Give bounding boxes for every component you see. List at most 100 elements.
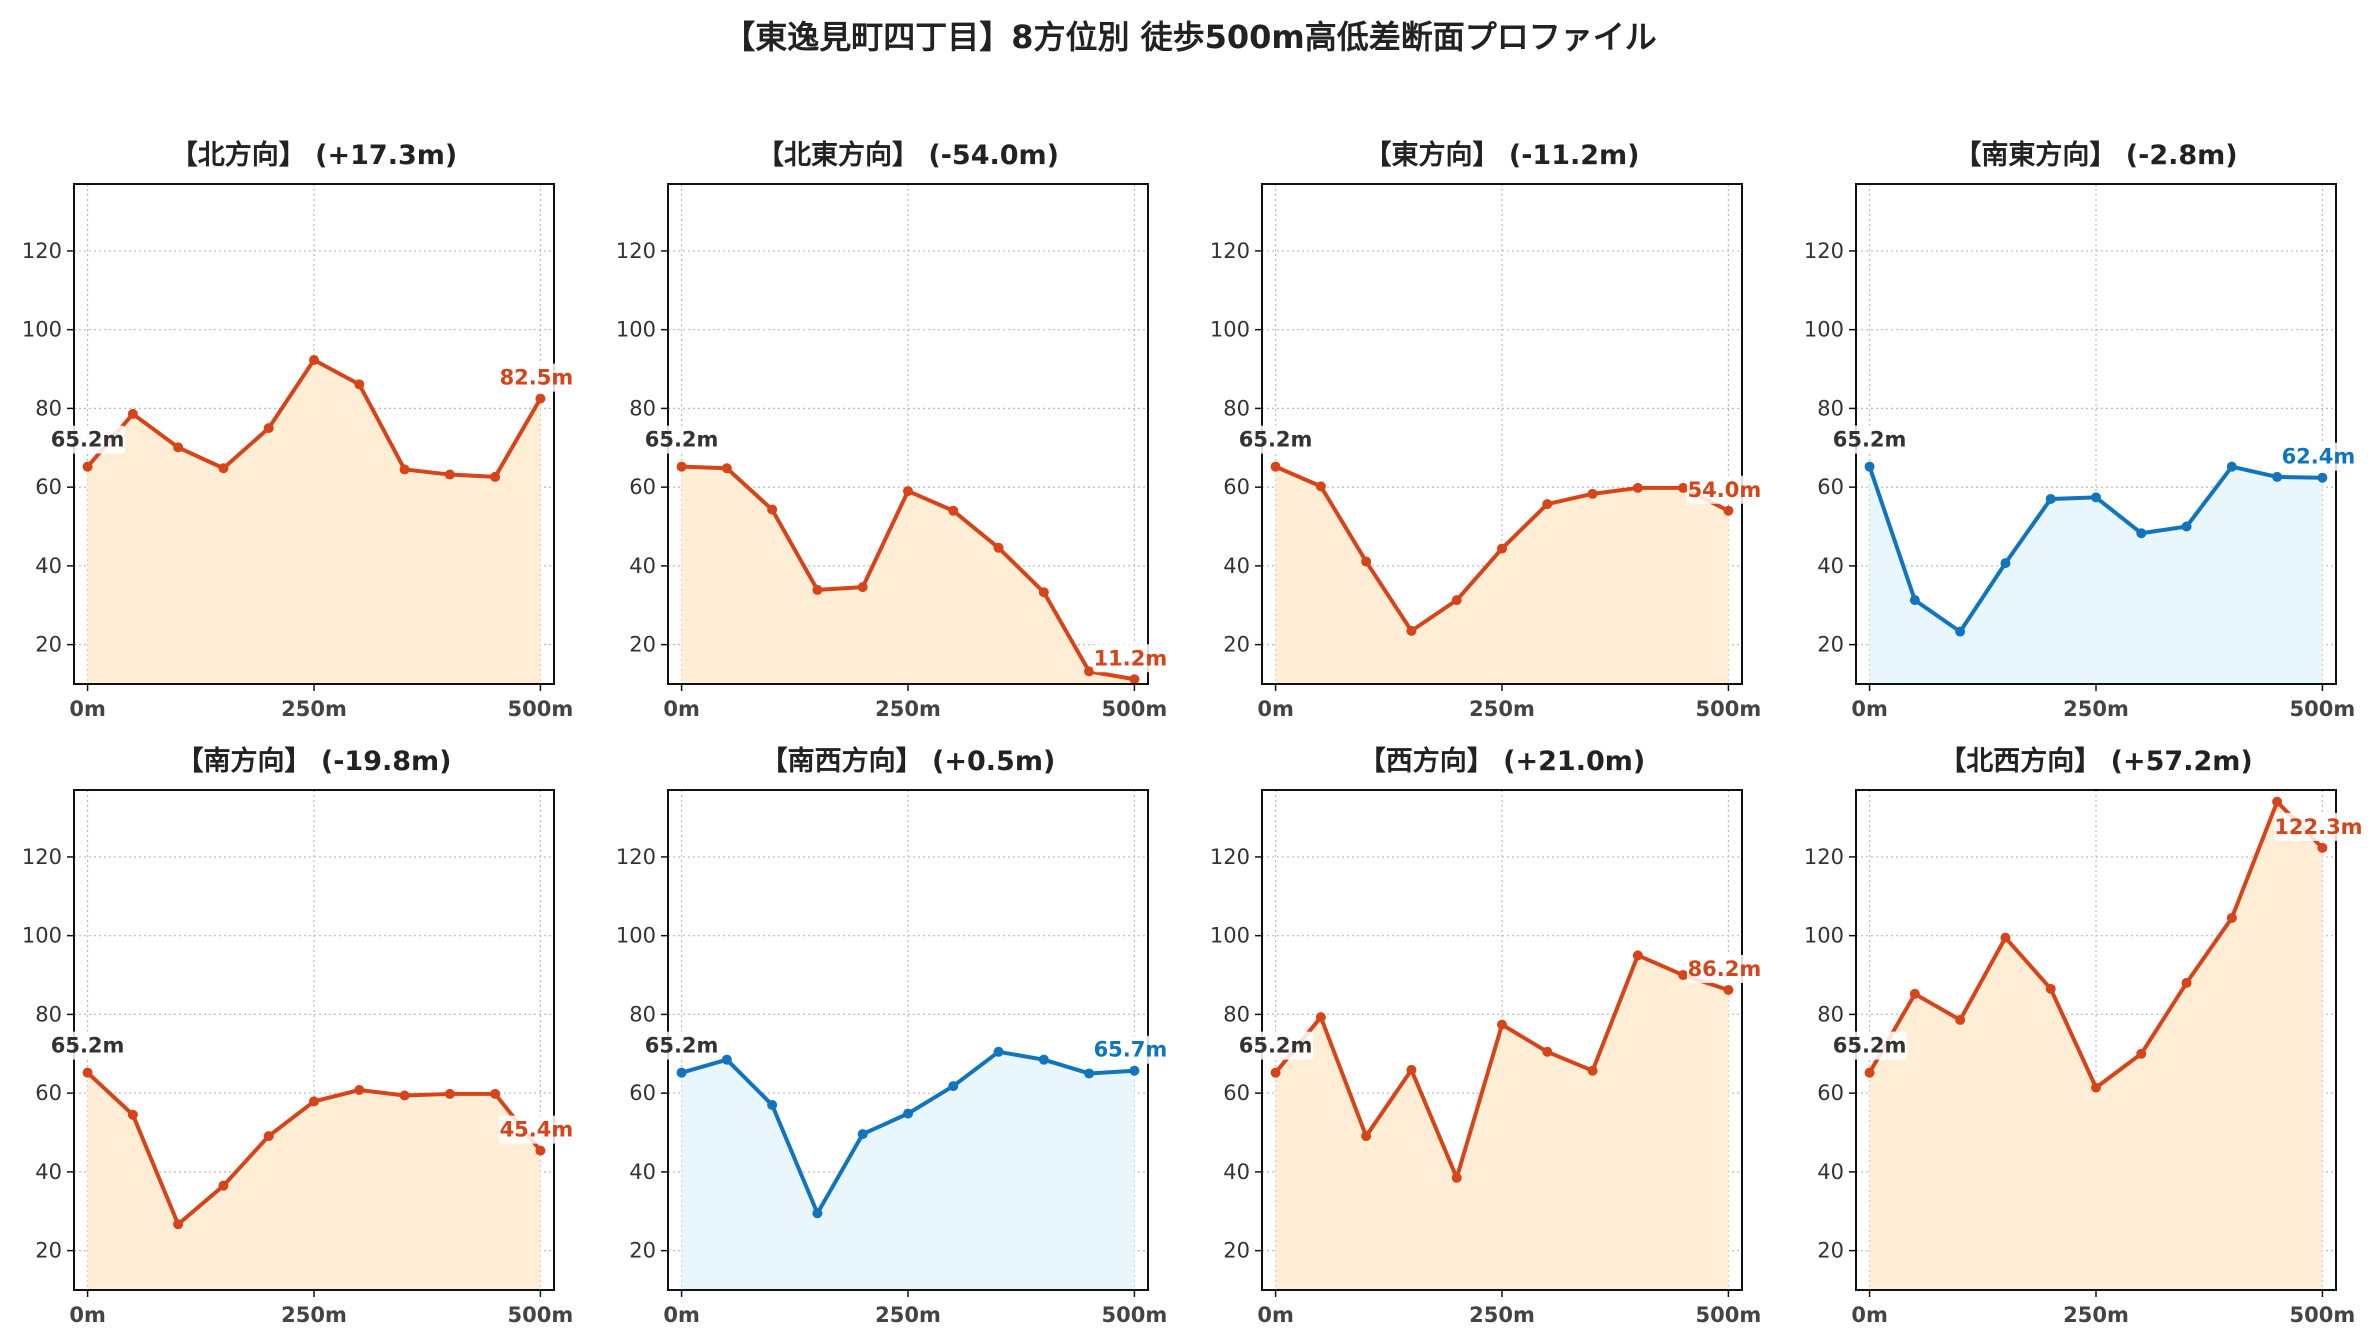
y-tick-label: 120 (616, 239, 656, 263)
x-tick-label: 250m (875, 697, 941, 721)
start-label-bg (1832, 425, 1908, 454)
data-point (1542, 499, 1553, 510)
figure-title: 【東逸見町四丁目】8方位別 徒歩500m高低差断面プロファイル (723, 18, 1657, 56)
end-label: 82.5m (500, 366, 574, 390)
start-label: 65.2m (645, 1034, 719, 1058)
x-tick-label: 500m (2290, 1303, 2356, 1327)
panel-1: 【北方向】 (+17.3m) 20 40 60 80 100 120 0m 250m 500m 65… (22, 139, 574, 721)
y-tick-label: 40 (1817, 554, 1844, 578)
y-tick-label: 100 (22, 924, 62, 948)
panel-2: 【北東方向】 (-54.0m) 20 40 60 80 100 120 0m 250m 500m 6… (616, 139, 1168, 721)
y-tick-label: 20 (35, 633, 62, 657)
end-label: 62.4m (2282, 445, 2356, 469)
data-point (1723, 985, 1734, 995)
y-tick-label: 80 (1223, 1002, 1250, 1026)
data-point (2000, 932, 2011, 943)
y-tick-label: 60 (1223, 475, 1250, 499)
x-tick-label: 0m (663, 1303, 700, 1327)
data-point (676, 461, 687, 472)
data-point (1129, 1065, 1140, 1076)
data-point (721, 463, 732, 474)
x-tick-label: 0m (1257, 697, 1294, 721)
data-point (676, 1067, 687, 1078)
data-point (1955, 626, 1966, 637)
y-tick-label: 40 (35, 554, 62, 578)
y-tick-label: 100 (616, 924, 656, 948)
x-tick-label: 0m (663, 697, 700, 721)
y-tick-label: 80 (1817, 396, 1844, 420)
start-label-bg (1238, 1031, 1314, 1060)
y-tick-label: 60 (35, 475, 62, 499)
y-tick-label: 100 (1804, 318, 1844, 342)
panel-title: 【南西方向】 (+0.5m) (761, 745, 1056, 777)
data-point (767, 1099, 778, 1110)
data-point (2272, 471, 2283, 482)
data-point (1632, 950, 1643, 961)
end-label-bg (1092, 1035, 1168, 1064)
end-label-bg (498, 1115, 574, 1144)
data-point (490, 1088, 501, 1099)
data-point (857, 1129, 868, 1140)
data-point (2045, 983, 2056, 994)
y-tick-label: 40 (35, 1160, 62, 1184)
start-label: 65.2m (51, 428, 125, 452)
end-label-bg (1092, 644, 1168, 673)
y-tick-label: 100 (22, 318, 62, 342)
start-label: 65.2m (51, 1034, 125, 1058)
y-tick-label: 120 (22, 239, 62, 263)
data-point (1451, 1172, 1462, 1183)
data-point (1315, 481, 1326, 492)
start-label: 65.2m (1239, 1034, 1313, 1058)
data-point (263, 1131, 274, 1142)
data-point (354, 1085, 365, 1095)
y-tick-label: 40 (1223, 554, 1250, 578)
data-point (903, 486, 913, 497)
panel-8: 【北西方向】 (+57.2m) 20 40 60 80 100 120 0m 250m 500m 6… (1804, 745, 2363, 1327)
y-tick-label: 40 (629, 554, 656, 578)
panel-4: 【南東方向】 (-2.8m) 20 40 60 80 100 120 0m 250m 500m 65… (1804, 139, 2356, 721)
data-point (993, 542, 1004, 553)
y-tick-label: 20 (35, 1239, 62, 1263)
data-point (767, 504, 778, 515)
start-label: 65.2m (1833, 428, 1907, 452)
y-tick-label: 120 (1210, 845, 1250, 869)
x-tick-label: 0m (1851, 697, 1888, 721)
y-tick-label: 60 (1223, 1081, 1250, 1105)
panel-title: 【北西方向】 (+57.2m) (1939, 745, 2252, 777)
data-point (2181, 521, 2192, 532)
y-tick-label: 80 (1223, 396, 1250, 420)
y-tick-label: 80 (629, 1002, 656, 1026)
x-tick-label: 250m (281, 1303, 347, 1327)
panel-6: 【南西方向】 (+0.5m) 20 40 60 80 100 120 0m 250m 500m 65… (616, 745, 1168, 1327)
data-point (173, 442, 184, 453)
x-tick-label: 0m (69, 1303, 106, 1327)
profile-area (1275, 466, 1729, 684)
y-tick-label: 100 (1210, 924, 1250, 948)
x-tick-label: 250m (2063, 1303, 2129, 1327)
data-point (948, 1081, 959, 1092)
y-tick-label: 120 (1804, 239, 1844, 263)
panel-title: 【北東方向】 (-54.0m) (757, 139, 1059, 171)
end-label-bg (2274, 812, 2363, 841)
data-point (218, 1180, 229, 1191)
y-tick-label: 80 (1817, 1002, 1844, 1026)
profile-area (681, 466, 1135, 684)
data-point (2136, 528, 2147, 539)
data-point (2272, 796, 2283, 807)
x-tick-label: 500m (1102, 1303, 1168, 1327)
data-point (2317, 472, 2328, 483)
data-point (490, 471, 501, 482)
profile-area (681, 1051, 1135, 1290)
data-point (721, 1054, 732, 1065)
profile-area (87, 1072, 541, 1290)
profile-area (1275, 955, 1729, 1290)
y-tick-label: 20 (1223, 1239, 1250, 1263)
end-label: 11.2m (1094, 646, 1168, 670)
data-point (857, 582, 868, 593)
y-tick-label: 120 (616, 845, 656, 869)
start-label-bg (644, 425, 720, 454)
data-point (2136, 1048, 2147, 1059)
y-tick-label: 100 (1804, 924, 1844, 948)
data-point (354, 379, 365, 390)
